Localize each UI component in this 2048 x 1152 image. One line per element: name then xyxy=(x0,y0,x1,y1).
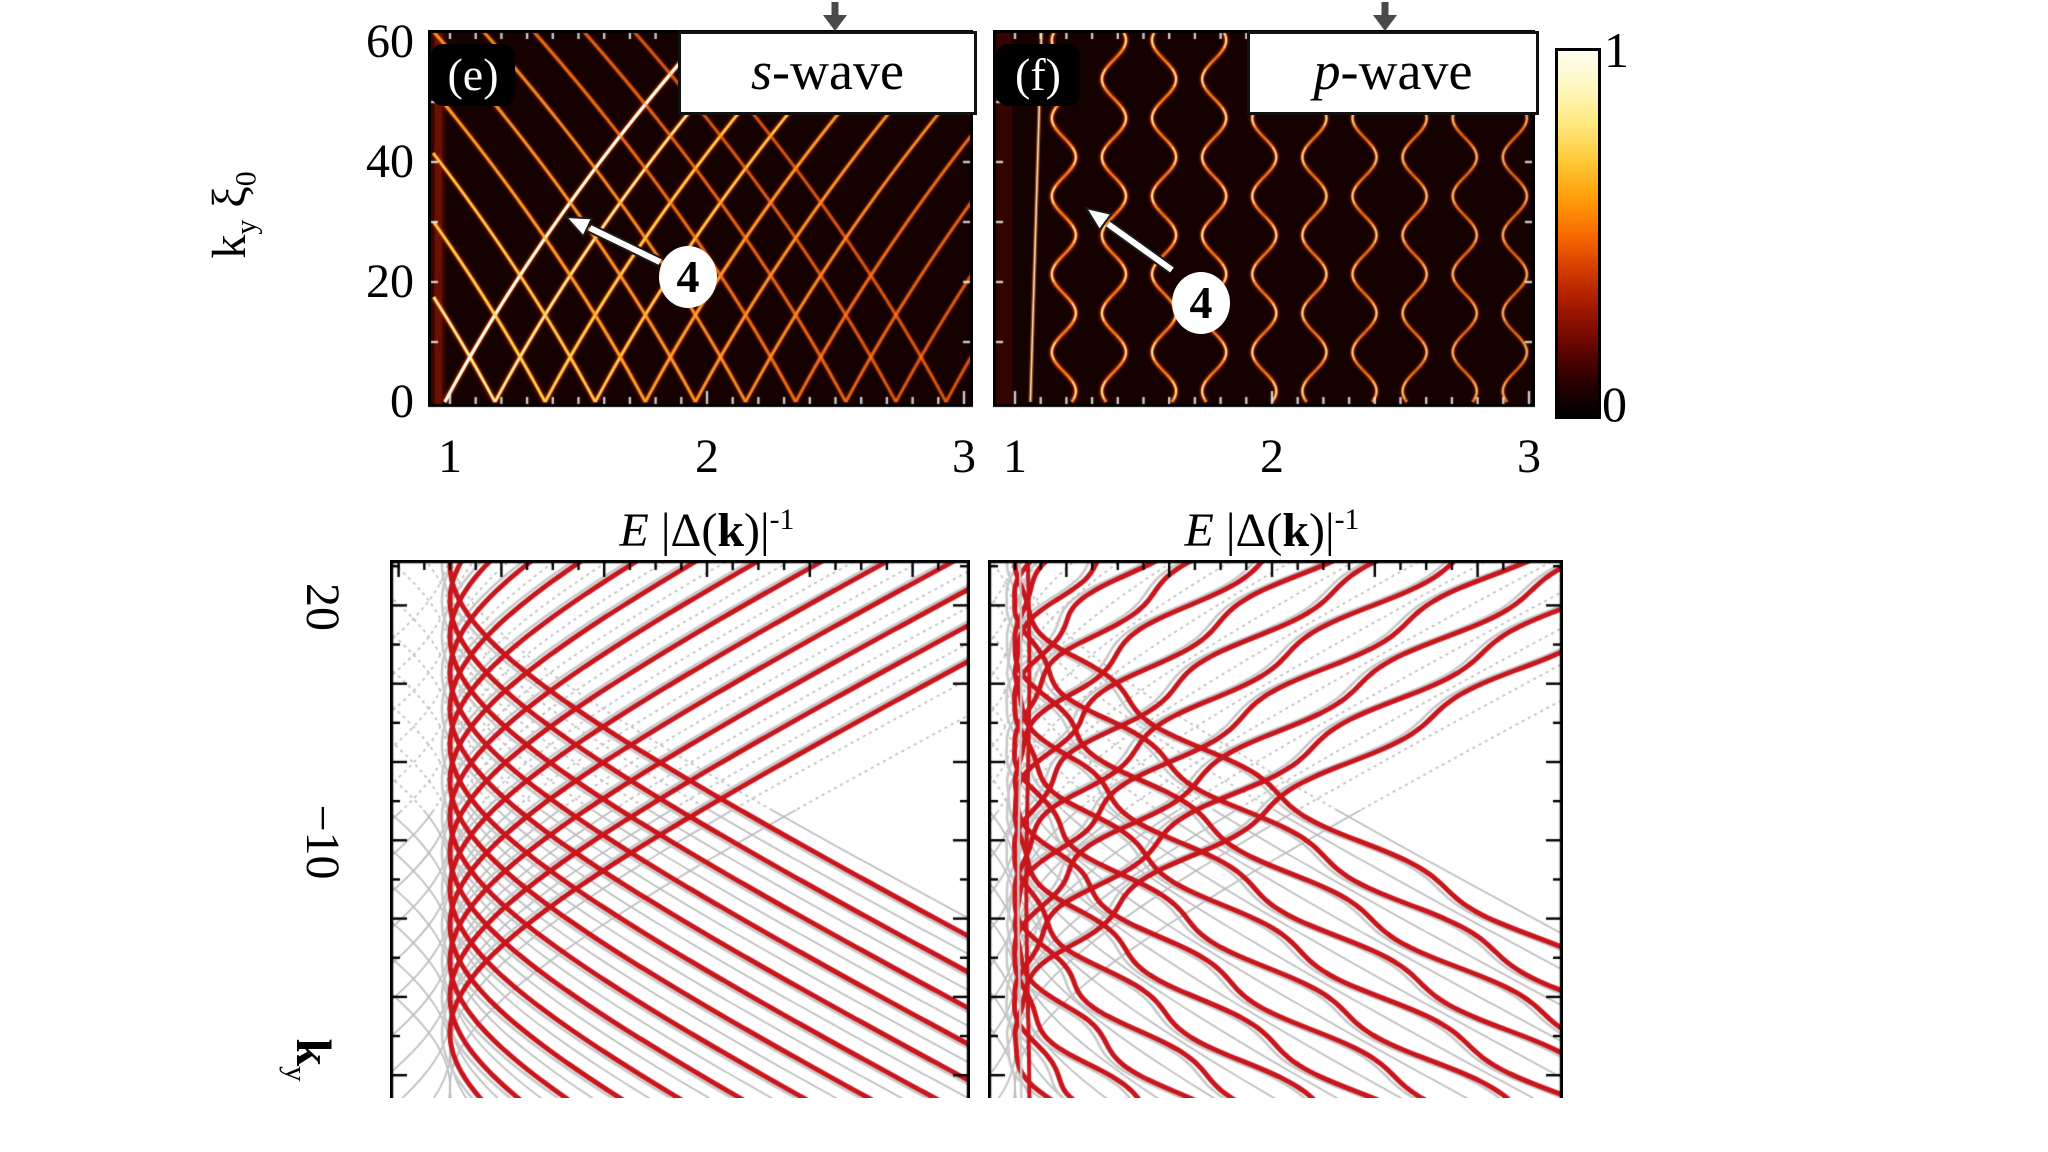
bottom-ytick-20: 20 xyxy=(296,583,349,631)
e-ytick-20: 20 xyxy=(366,255,414,308)
xaxis-sup: -1 xyxy=(1334,503,1360,536)
top-marker-arrow-e xyxy=(823,2,847,31)
xaxis-open: |Δ( xyxy=(648,504,718,557)
f-xtick-1: 1 xyxy=(1003,430,1027,483)
p-wave-title-italic: p xyxy=(1313,41,1341,101)
xaxis-close: )| xyxy=(1309,504,1335,557)
xaxis-open: |Δ( xyxy=(1213,504,1283,557)
s-wave-title-italic: s xyxy=(751,41,773,101)
xaxis-E: E xyxy=(1184,504,1214,557)
p-wave-title-rest: -wave xyxy=(1340,41,1473,101)
annotation-4-circle-f: 4 xyxy=(1172,272,1230,334)
bottom-ylabel-k: k xyxy=(286,1038,342,1067)
xaxis-close: )| xyxy=(744,504,770,557)
yaxis-k-sub: y xyxy=(229,219,263,235)
xaxis-kbold: k xyxy=(717,504,745,557)
colorbar-min-label: 0 xyxy=(1602,376,1627,432)
colorbar xyxy=(1555,48,1601,419)
annotation-4-circle-e: 4 xyxy=(659,246,717,308)
p-wave-title: p-wave xyxy=(1247,31,1539,115)
e-yaxis-title: ky ξ0 xyxy=(202,105,263,325)
xaxis-kbold: k xyxy=(1282,504,1310,557)
top-marker-arrow-f xyxy=(1373,2,1397,31)
bottom-ylabel-sub: y xyxy=(279,1066,314,1082)
colorbar-max-label: 1 xyxy=(1604,22,1629,78)
e-xtick-2: 2 xyxy=(695,430,719,483)
p-wave-lineplot-canvas xyxy=(988,560,1563,1098)
s-wave-lineplot-canvas xyxy=(390,560,970,1098)
f-xtick-3: 3 xyxy=(1517,430,1541,483)
bottom-ytick-minus10: −10 xyxy=(296,804,349,880)
yaxis-k: k xyxy=(203,234,256,259)
e-ytick-40: 40 xyxy=(366,135,414,188)
xaxis-sup: -1 xyxy=(769,503,795,536)
s-wave-title-rest: -wave xyxy=(772,41,904,101)
xaxis-E: E xyxy=(619,504,649,557)
f-xtick-2: 2 xyxy=(1260,430,1284,483)
e-ytick-60: 60 xyxy=(366,15,414,68)
s-wave-title: s-wave xyxy=(678,31,977,115)
e-xtick-3: 3 xyxy=(952,430,976,483)
yaxis-xi-sub: 0 xyxy=(229,171,263,187)
bottom-yaxis-title: ky xyxy=(279,1010,342,1110)
e-xtick-1: 1 xyxy=(438,430,462,483)
panel-f-tag: (f) xyxy=(996,44,1080,106)
yaxis-xi: ξ xyxy=(203,186,256,220)
f-xaxis-title: E |Δ(k)|-1 xyxy=(1042,490,1502,557)
e-xaxis-title: E |Δ(k)|-1 xyxy=(477,490,937,557)
panel-e-tag: (e) xyxy=(431,44,515,106)
e-ytick-0: 0 xyxy=(390,375,414,428)
